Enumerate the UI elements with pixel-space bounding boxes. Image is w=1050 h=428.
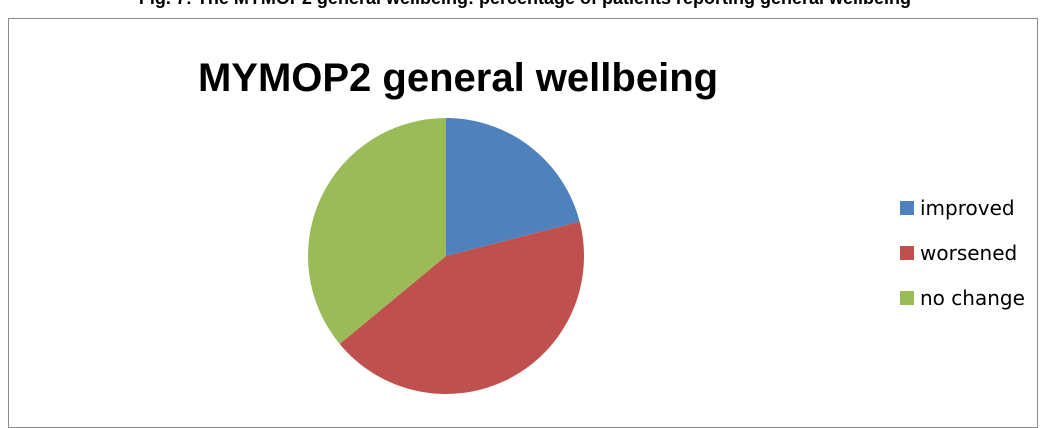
- legend-label-no-change: no change: [920, 286, 1025, 310]
- pie-slice-worsened: [339, 221, 585, 395]
- legend-label-worsened: worsened: [920, 241, 1018, 265]
- pie-slice-improved: [446, 118, 580, 256]
- legend-swatch-no-change: [900, 291, 914, 305]
- pie-chart: [307, 118, 585, 395]
- legend-swatch-improved: [900, 201, 914, 215]
- legend-label-improved: improved: [920, 196, 1015, 220]
- legend-item-no-change: no change: [900, 286, 1025, 310]
- figure-caption: Fig. 7: The MYMOP2 general wellbeing: pe…: [0, 0, 1050, 8]
- legend-item-worsened: worsened: [900, 241, 1025, 265]
- pie-slice-no-change: [307, 118, 446, 344]
- chart-legend: improved worsened no change: [900, 196, 1025, 331]
- chart-title: MYMOP2 general wellbeing: [197, 56, 719, 100]
- legend-swatch-worsened: [900, 246, 914, 260]
- legend-item-improved: improved: [900, 196, 1025, 220]
